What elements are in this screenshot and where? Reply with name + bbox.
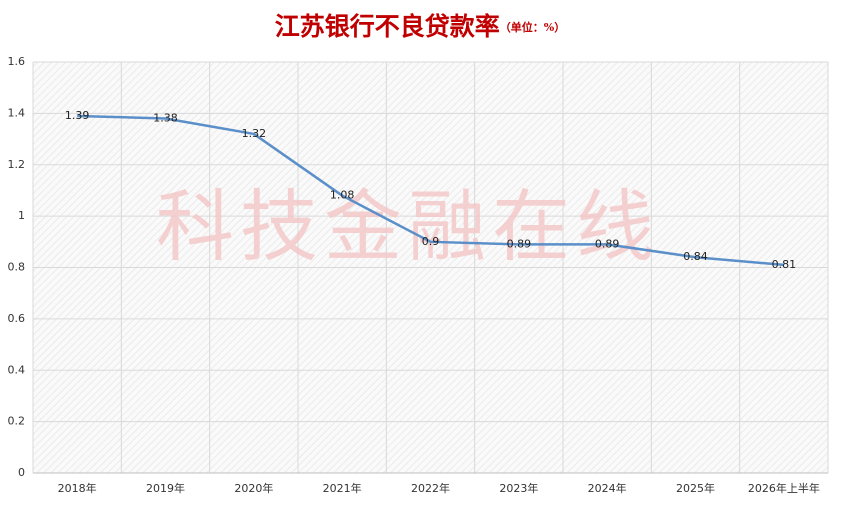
x-tick-label: 2024年 — [588, 481, 627, 495]
value-label: 1.38 — [153, 112, 178, 125]
value-label: 0.9 — [422, 235, 440, 248]
subtitle: （单位：%） — [500, 20, 565, 34]
value-label: 0.89 — [595, 237, 620, 250]
y-tick-label: 1.4 — [8, 106, 26, 119]
value-label: 1.32 — [242, 127, 267, 140]
x-tick-label: 2018年 — [58, 481, 97, 495]
y-tick-label: 0 — [18, 466, 25, 479]
data-line — [77, 114, 784, 267]
y-tick-label: 0.2 — [8, 415, 26, 428]
x-tick-label: 2022年 — [411, 481, 450, 495]
value-label: 0.81 — [772, 258, 797, 271]
watermark: 科技金融在线 — [156, 182, 660, 272]
marks: 1.39 1.38 1.32 1.08 0.9 0.89 0.89 0.84 0.81 — [65, 109, 796, 271]
y-tick-label: 0.6 — [8, 312, 26, 325]
x-tick-label: 2019年 — [146, 481, 185, 495]
value-label: 1.08 — [330, 189, 355, 202]
y-tick-label: 1.2 — [8, 158, 26, 171]
title: 江苏银行不良贷款率 — [275, 12, 500, 41]
value-label: 0.89 — [507, 237, 532, 250]
y-tick-label: 1.6 — [8, 55, 26, 68]
y-tick-label: 1 — [18, 209, 25, 222]
y-tick-label: 0.8 — [8, 261, 26, 274]
value-label: 1.39 — [65, 109, 90, 122]
x-tick-label: 2026年上半年 — [748, 481, 820, 495]
x-tick-label: 2025年 — [676, 481, 715, 495]
x-tick-label: 2020年 — [234, 481, 273, 495]
value-label: 0.84 — [683, 250, 708, 263]
y-tick-label: 0.4 — [8, 363, 26, 376]
chart-title: 江苏银行不良贷款率（单位：%） — [275, 12, 565, 41]
x-tick-label: 2021年 — [323, 481, 362, 495]
x-tick-label: 2023年 — [499, 481, 538, 495]
